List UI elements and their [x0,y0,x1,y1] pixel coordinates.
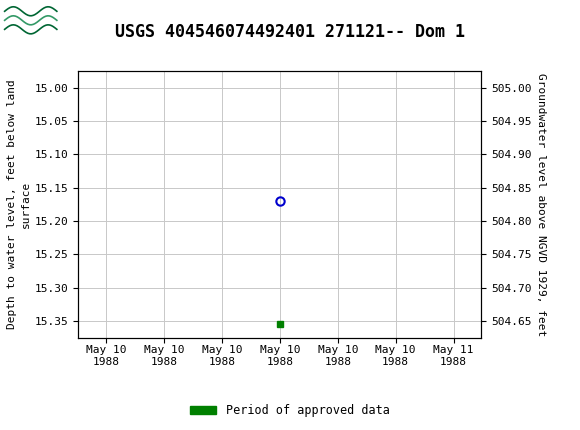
Y-axis label: Depth to water level, feet below land
surface: Depth to water level, feet below land su… [8,80,31,329]
Text: USGS 404546074492401 271121-- Dom 1: USGS 404546074492401 271121-- Dom 1 [115,23,465,41]
Text: USGS: USGS [67,12,135,33]
Legend: Period of approved data: Period of approved data [186,399,394,422]
Y-axis label: Groundwater level above NGVD 1929, feet: Groundwater level above NGVD 1929, feet [536,73,546,336]
FancyBboxPatch shape [3,2,61,43]
